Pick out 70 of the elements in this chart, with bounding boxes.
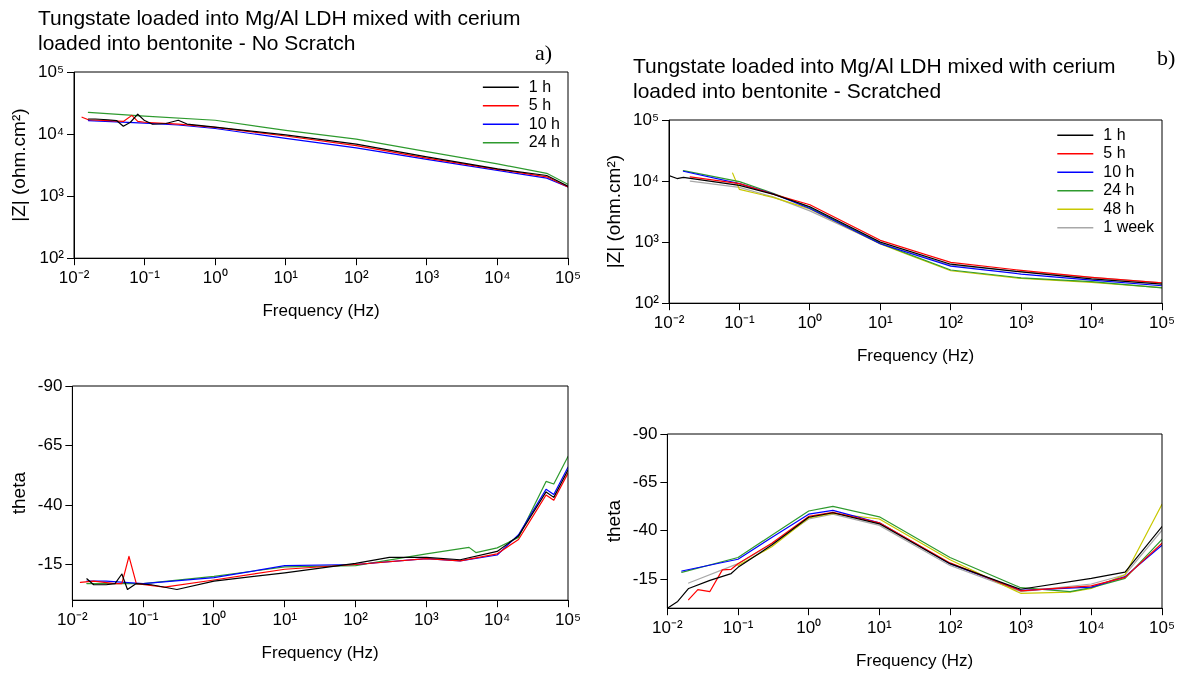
legend-label: 10 h xyxy=(1103,162,1135,180)
x-tick-label: 10¹ xyxy=(867,618,892,638)
legend-label: 24 h xyxy=(1103,181,1135,199)
x-tick-label: 10⁵ xyxy=(1149,313,1175,333)
x-tick-label: 10⁻² xyxy=(653,313,685,333)
chart-title: Tungstate loaded into Mg/Al LDH mixed with cerium loaded into bentonite - No Scratch xyxy=(38,6,521,54)
x-tick-label: 10³ xyxy=(1008,618,1034,638)
x-tick-label: 10⁵ xyxy=(555,610,581,630)
x-axis-title: Frequency (Hz) xyxy=(261,643,379,663)
x-tick-label: 10² xyxy=(938,313,964,333)
y-tick-label: 10² xyxy=(634,292,660,312)
y-tick-label: 10² xyxy=(39,247,65,267)
x-tick-label: 10⁴ xyxy=(1078,313,1105,333)
x-tick-label: 10¹ xyxy=(273,268,299,288)
x-tick-label: 10⁻¹ xyxy=(127,610,159,630)
x-tick-label: 10⁴ xyxy=(1078,618,1105,638)
x-tick-label: 10⁰ xyxy=(201,610,227,630)
x-tick-label: 10⁰ xyxy=(202,268,228,288)
x-tick-label: 10⁻¹ xyxy=(129,268,161,288)
y-axis-title: theta xyxy=(7,471,29,515)
y-tick-label: 10⁴ xyxy=(632,170,660,190)
x-tick-label: 10⁻¹ xyxy=(722,618,754,638)
x-tick-label: 10⁻² xyxy=(57,610,88,630)
x-tick-label: 10⁵ xyxy=(1149,618,1175,638)
y-tick-label: 10³ xyxy=(634,231,660,251)
x-tick-label: 10³ xyxy=(414,610,440,630)
x-tick-label: 10⁻² xyxy=(58,268,90,288)
x-tick-label: 10² xyxy=(344,268,369,288)
y-tick-label: -90 xyxy=(632,423,658,443)
x-tick-label: 10¹ xyxy=(272,610,298,630)
x-tick-label: 10³ xyxy=(414,268,440,288)
y-tick-label: -65 xyxy=(632,472,658,492)
y-tick-label: -15 xyxy=(632,568,658,588)
x-axis-title: Frequency (Hz) xyxy=(262,301,380,321)
x-tick-label: 10¹ xyxy=(868,313,893,333)
x-axis-title: Frequency (Hz) xyxy=(856,346,975,366)
y-tick-label: -40 xyxy=(37,494,63,514)
x-tick-label: 10⁰ xyxy=(797,313,823,333)
y-tick-label: 10⁵ xyxy=(38,61,65,81)
x-tick-label: 10² xyxy=(937,618,963,638)
chart-title: Tungstate loaded into Mg/Al LDH mixed with cerium loaded into bentonite - Scratched xyxy=(633,53,1117,103)
legend-label: 24 h xyxy=(528,133,560,151)
y-axis-title: theta xyxy=(602,499,624,543)
y-axis-title: |Z| (ohm.cm²) xyxy=(7,108,29,222)
legend-label: 1 week xyxy=(1103,218,1155,236)
legend-label: 1 h xyxy=(1103,125,1126,143)
x-axis-title: Frequency (Hz) xyxy=(856,651,974,671)
y-tick-label: -65 xyxy=(37,435,63,455)
y-tick-label: 10⁵ xyxy=(633,109,660,129)
legend-label: 5 h xyxy=(1103,144,1126,162)
y-axis-title: |Z| (ohm.cm²) xyxy=(602,154,624,269)
legend-label: 5 h xyxy=(528,96,552,114)
x-tick-label: 10⁴ xyxy=(484,610,511,630)
x-tick-label: 10² xyxy=(343,610,369,630)
x-tick-label: 10⁻¹ xyxy=(724,313,756,333)
legend-label: 48 h xyxy=(1103,199,1135,217)
y-tick-label: 10⁴ xyxy=(37,123,65,143)
legend-label: 10 h xyxy=(528,114,560,132)
legend-label: 1 h xyxy=(528,77,552,95)
text: b) xyxy=(1157,45,1176,71)
x-tick-label: 10⁵ xyxy=(555,268,581,288)
y-tick-label: -90 xyxy=(37,375,63,395)
x-tick-label: 10³ xyxy=(1008,313,1034,333)
x-tick-label: 10⁻² xyxy=(652,618,683,638)
y-tick-label: -15 xyxy=(37,554,63,574)
y-tick-label: 10³ xyxy=(39,185,65,205)
text: a) xyxy=(535,40,553,66)
x-tick-label: 10⁴ xyxy=(484,268,511,288)
y-tick-label: -40 xyxy=(632,520,658,540)
x-tick-label: 10⁰ xyxy=(796,618,822,638)
